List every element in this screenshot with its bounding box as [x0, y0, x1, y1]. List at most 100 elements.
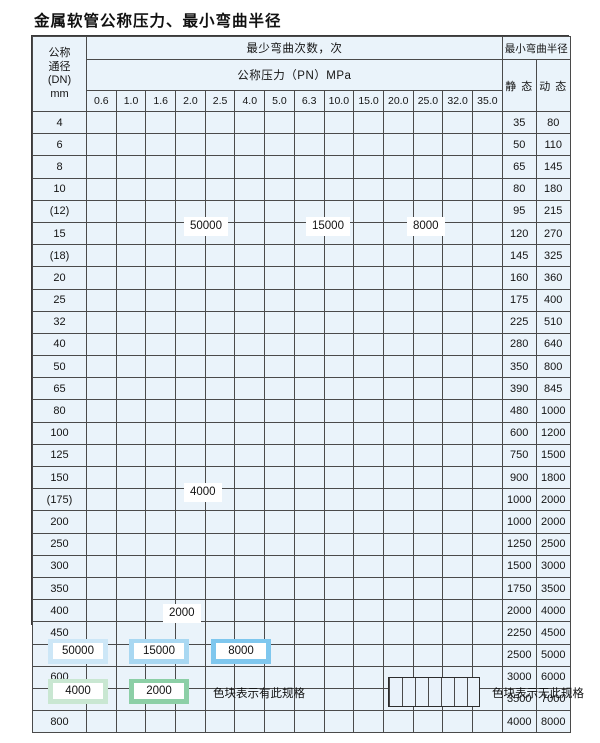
cell-dn20-pn2.0: [175, 266, 206, 290]
cell-dn15-pn4.0: [234, 221, 266, 246]
cell-dn300-pn1.0: [115, 554, 147, 578]
cell-dn350-pn10.0: [323, 576, 355, 601]
cell-dn150-pn20.0: [382, 465, 414, 490]
cell-dn200-pn6.3: [293, 510, 325, 534]
cell-dn100-pn2.0: [175, 421, 206, 445]
cell-dn800-pn1.0: [115, 710, 147, 734]
cell-dn8-pn20.0: [382, 155, 414, 179]
header-pressure-32.0: 32.0: [442, 90, 473, 112]
cell-dn(175)-pn32.0: [442, 488, 473, 512]
cell-dn32-pn25.0: [412, 310, 444, 334]
legend-swatch-label: 15000: [134, 643, 184, 659]
cell-dn65-pn20.0: [382, 377, 414, 401]
cell-dn350-pn35.0: [471, 576, 503, 601]
row-radius-dynamic: 8000: [535, 710, 571, 734]
cell-dn(18)-pn6.3: [293, 244, 325, 268]
cell-dn350-pn25.0: [412, 576, 444, 601]
row-dn-label: 300: [32, 554, 87, 578]
cell-dn(175)-pn35.0: [471, 488, 503, 512]
cell-dn(18)-pn25.0: [412, 244, 444, 268]
cell-dn40-pn32.0: [442, 332, 473, 357]
cell-dn20-pn15.0: [353, 266, 384, 290]
row-radius-dynamic: 7000: [535, 687, 571, 712]
row-radius-static: 35: [501, 110, 537, 135]
cell-dn80-pn10.0: [323, 399, 355, 423]
cell-dn600-pn15.0: [353, 665, 384, 689]
cell-dn200-pn1.6: [145, 510, 177, 534]
cell-dn32-pn2.0: [175, 310, 206, 334]
cell-dn(175)-pn6.3: [293, 488, 325, 512]
cell-dn150-pn6.3: [293, 465, 325, 490]
cell-dn25-pn35.0: [471, 288, 503, 312]
table-row: (18) 145 325: [32, 244, 571, 268]
cell-dn250-pn4.0: [234, 532, 266, 556]
cell-dn8-pn15.0: [353, 155, 384, 179]
cell-dn150-pn1.6: [145, 465, 177, 490]
table-body: 4 35 80 6 50 110 8 65 145 10 80 180 (12) 95 215 15 120 27…: [32, 110, 571, 734]
cell-dn800-pn32.0: [442, 710, 473, 734]
cell-dn100-pn20.0: [382, 421, 414, 445]
row-radius-static: 600: [501, 421, 537, 445]
cell-dn15-pn35.0: [471, 221, 503, 246]
row-dn-label: 15: [32, 221, 87, 246]
cell-dn400-pn1.0: [115, 599, 147, 623]
cell-dn200-pn4.0: [234, 510, 266, 534]
cell-dn400-pn6.3: [293, 599, 325, 623]
header-dn-cell: 公称 通径 (DN) mm: [32, 36, 87, 112]
cell-dn300-pn32.0: [442, 554, 473, 578]
row-radius-dynamic: 510: [535, 310, 571, 334]
table-row: 800 4000 8000: [32, 710, 571, 734]
cell-dn250-pn20.0: [382, 532, 414, 556]
cell-dn20-pn5.0: [264, 266, 295, 290]
row-radius-static: 145: [501, 244, 537, 268]
header-radius-dynamic: 动 态: [535, 59, 571, 112]
cell-dn250-pn25.0: [412, 532, 444, 556]
row-dn-label: 125: [32, 443, 87, 468]
row-radius-static: 390: [501, 377, 537, 401]
cell-dn50-pn2.0: [175, 355, 206, 379]
cell-dn(18)-pn4.0: [234, 244, 266, 268]
cell-dn300-pn15.0: [353, 554, 384, 578]
cell-dn15-pn1.6: [145, 221, 177, 246]
cell-dn10-pn2.0: [175, 177, 206, 201]
cell-dn350-pn1.0: [115, 576, 147, 601]
cell-dn80-pn5.0: [264, 399, 295, 423]
cell-dn32-pn20.0: [382, 310, 414, 334]
cell-dn65-pn2.0: [175, 377, 206, 401]
table-row: 32 225 510: [32, 310, 571, 334]
cell-dn80-pn32.0: [442, 399, 473, 423]
cell-dn10-pn35.0: [471, 177, 503, 201]
table-row: 200 1000 2000: [32, 510, 571, 534]
cell-dn32-pn15.0: [353, 310, 384, 334]
cell-dn800-pn2.0: [175, 710, 206, 734]
row-dn-label: 800: [32, 710, 87, 734]
cell-dn65-pn2.5: [204, 377, 236, 401]
table-row: 125 750 1500: [32, 443, 571, 468]
cell-dn125-pn2.0: [175, 443, 206, 468]
cell-dn100-pn35.0: [471, 421, 503, 445]
cell-dn65-pn10.0: [323, 377, 355, 401]
table-row: 250 1250 2500: [32, 532, 571, 556]
cell-dn10-pn5.0: [264, 177, 295, 201]
table-row: 4 35 80: [32, 110, 571, 135]
row-radius-dynamic: 800: [535, 355, 571, 379]
cell-dn8-pn4.0: [234, 155, 266, 179]
cell-dn100-pn25.0: [412, 421, 444, 445]
cell-dn150-pn0.6: [86, 465, 117, 490]
row-radius-static: 120: [501, 221, 537, 246]
cell-dn10-pn15.0: [353, 177, 384, 201]
cell-dn10-pn20.0: [382, 177, 414, 201]
cell-dn15-pn15.0: [353, 221, 384, 246]
cell-dn50-pn10.0: [323, 355, 355, 379]
row-radius-static: 50: [501, 133, 537, 157]
cell-dn125-pn6.3: [293, 443, 325, 468]
value-tag-50000: 50000: [184, 217, 228, 236]
row-dn-label: 50: [32, 355, 87, 379]
cell-dn10-pn32.0: [442, 177, 473, 201]
row-radius-dynamic: 3000: [535, 554, 571, 578]
table-row: 25 175 400: [32, 288, 571, 312]
cell-dn6-pn2.0: [175, 133, 206, 157]
cell-dn80-pn20.0: [382, 399, 414, 423]
cell-dn100-pn10.0: [323, 421, 355, 445]
row-dn-label: (18): [32, 244, 87, 268]
